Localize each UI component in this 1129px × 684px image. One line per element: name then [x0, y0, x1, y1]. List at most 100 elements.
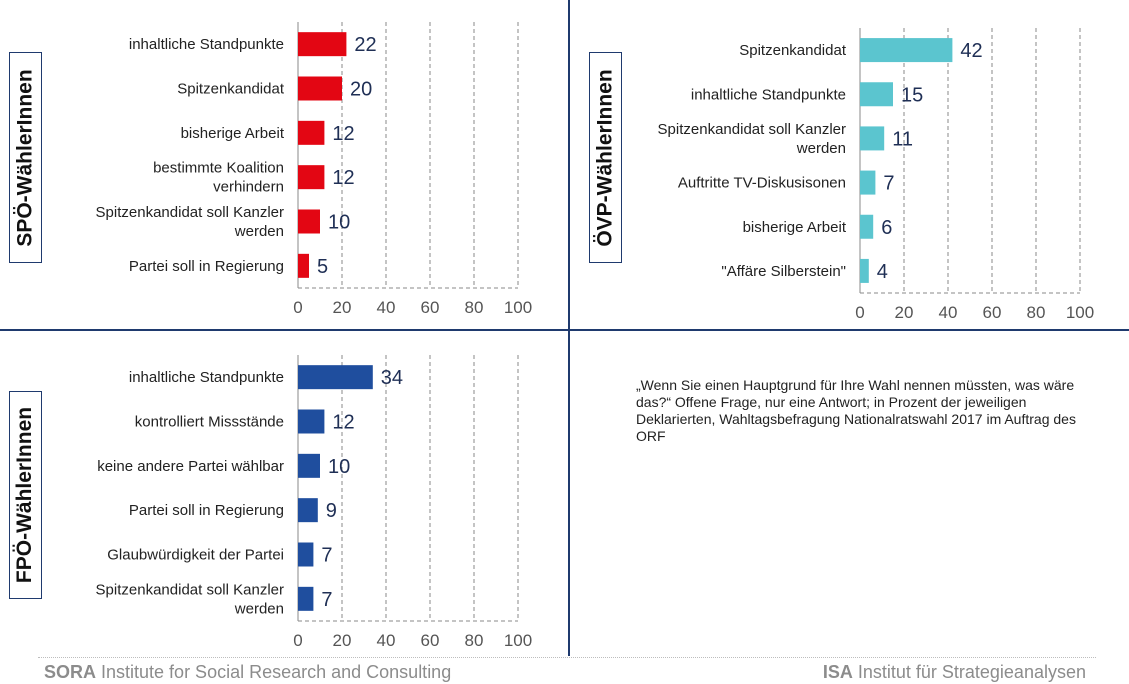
fpoe-tick-label: 20	[333, 631, 352, 650]
spoe-bar	[298, 120, 325, 145]
oevp-category-label: bisherige Arbeit	[743, 219, 847, 236]
fpoe-bar	[298, 365, 373, 390]
footer-isa-text: Institut für Strategieanalysen	[852, 662, 1086, 682]
oevp-bar	[860, 258, 869, 283]
spoe-category-label: bisherige Arbeit	[181, 125, 285, 142]
spoe-tick-label: 80	[465, 298, 484, 317]
oevp-data-label: 7	[883, 173, 894, 195]
fpoe-data-label: 9	[326, 500, 337, 522]
spoe-tick-label: 0	[293, 298, 302, 317]
panel-label-spoe: SPÖ-WählerInnen	[9, 52, 42, 263]
horizontal-divider	[0, 329, 1129, 331]
spoe-bar	[298, 32, 347, 57]
oevp-category-label: Spitzenkandidat	[739, 42, 847, 59]
fpoe-category-label: Spitzenkandidat soll Kanzler werden	[96, 581, 284, 617]
footer-isa: ISA Institut für Strategieanalysen	[823, 662, 1086, 683]
spoe-bar	[298, 209, 320, 234]
fpoe-category-label-line: kontrolliert Missstände	[135, 414, 284, 431]
spoe-category-label: bestimmte Koalition verhindern	[153, 160, 284, 196]
spoe-category-label: inhaltliche Standpunkte	[129, 36, 284, 53]
spoe-data-label: 12	[332, 123, 354, 145]
spoe-category-label: Partei soll in Regierung	[129, 258, 284, 275]
fpoe-data-label: 12	[332, 412, 354, 434]
spoe-data-label: 12	[332, 167, 354, 189]
footer-sora: SORA Institute for Social Research and C…	[44, 662, 451, 683]
spoe-category-label-line: verhindern	[213, 179, 284, 196]
spoe-data-label: 10	[328, 212, 350, 234]
spoe-tick-label: 100	[504, 298, 532, 317]
fpoe-category-label-line: Glaubwürdigkeit der Partei	[107, 547, 284, 564]
oevp-bar	[860, 82, 893, 107]
fpoe-bar	[298, 586, 314, 611]
oevp-data-label: 42	[960, 40, 982, 62]
oevp-tick-label: 100	[1066, 303, 1094, 322]
fpoe-category-label: Glaubwürdigkeit der Partei	[107, 547, 284, 564]
footer-sora-text: Institute for Social Research and Consul…	[96, 662, 452, 682]
footer-sora-bold: SORA	[44, 662, 97, 682]
spoe-bar	[298, 253, 309, 278]
spoe-bar	[298, 76, 342, 101]
oevp-category-label-line: Auftritte TV-Diskusisonen	[678, 175, 846, 192]
oevp-category-label: Spitzenkandidat soll Kanzler werden	[658, 121, 846, 157]
spoe-category-label-line: Partei soll in Regierung	[129, 258, 284, 275]
panel-label-fpoe: FPÖ-WählerInnen	[9, 391, 42, 599]
spoe-category-label-line: Spitzenkandidat soll Kanzler	[96, 204, 284, 221]
fpoe-bar	[298, 453, 320, 478]
fpoe-tick-label: 60	[421, 631, 440, 650]
fpoe-data-label: 10	[328, 456, 350, 478]
spoe-category-label-line: bisherige Arbeit	[181, 125, 285, 142]
oevp-category-label: "Affäre Silberstein"	[721, 263, 846, 280]
fpoe-data-label: 34	[381, 367, 403, 389]
oevp-data-label: 15	[901, 84, 923, 106]
oevp-category-label-line: werden	[796, 140, 846, 157]
oevp-tick-label: 60	[983, 303, 1002, 322]
fpoe-category-label-line: keine andere Partei wählbar	[97, 458, 284, 475]
oevp-category-label-line: bisherige Arbeit	[743, 219, 847, 236]
spoe-category-label-line: inhaltliche Standpunkte	[129, 36, 284, 53]
footer-rule	[38, 657, 1096, 658]
spoe-category-label-line: bestimmte Koalition	[153, 160, 284, 177]
fpoe-bar	[298, 498, 318, 523]
fpoe-bar	[298, 542, 314, 567]
oevp-category-label-line: "Affäre Silberstein"	[721, 263, 846, 280]
panel-label-oevp: ÖVP-WählerInnen	[589, 52, 622, 263]
oevp-bar	[860, 126, 885, 151]
oevp-data-label: 11	[892, 128, 913, 150]
spoe-data-label: 20	[350, 79, 372, 101]
fpoe-data-label: 7	[321, 545, 332, 567]
vertical-divider	[568, 0, 570, 656]
oevp-category-label: Auftritte TV-Diskusisonen	[678, 175, 846, 192]
fpoe-bar	[298, 409, 325, 434]
fpoe-category-label: inhaltliche Standpunkte	[129, 369, 284, 386]
oevp-category-label-line: inhaltliche Standpunkte	[691, 86, 846, 103]
spoe-data-label: 5	[317, 256, 328, 278]
spoe-tick-label: 60	[421, 298, 440, 317]
oevp-category-label-line: Spitzenkandidat	[739, 42, 847, 59]
fpoe-tick-label: 40	[377, 631, 396, 650]
fpoe-category-label-line: Spitzenkandidat soll Kanzler	[96, 581, 284, 598]
fpoe-category-label: keine andere Partei wählbar	[97, 458, 284, 475]
oevp-tick-label: 40	[939, 303, 958, 322]
spoe-category-label-line: werden	[234, 223, 284, 240]
spoe-category-label: Spitzenkandidat	[177, 81, 285, 98]
fpoe-category-label: kontrolliert Missstände	[135, 414, 284, 431]
spoe-bar	[298, 165, 325, 190]
fpoe-category-label-line: Partei soll in Regierung	[129, 502, 284, 519]
fpoe-category-label-line: inhaltliche Standpunkte	[129, 369, 284, 386]
oevp-tick-label: 80	[1027, 303, 1046, 322]
fpoe-tick-label: 0	[293, 631, 302, 650]
oevp-tick-label: 0	[855, 303, 864, 322]
oevp-category-label-line: Spitzenkandidat soll Kanzler	[658, 121, 846, 138]
oevp-tick-label: 20	[895, 303, 914, 322]
oevp-category-label: inhaltliche Standpunkte	[691, 86, 846, 103]
spoe-category-label: Spitzenkandidat soll Kanzler werden	[96, 204, 284, 240]
oevp-bar	[860, 38, 953, 63]
spoe-tick-label: 40	[377, 298, 396, 317]
oevp-data-label: 6	[881, 217, 892, 239]
spoe-category-label-line: Spitzenkandidat	[177, 81, 285, 98]
oevp-bar	[860, 214, 874, 239]
fpoe-tick-label: 100	[504, 631, 532, 650]
